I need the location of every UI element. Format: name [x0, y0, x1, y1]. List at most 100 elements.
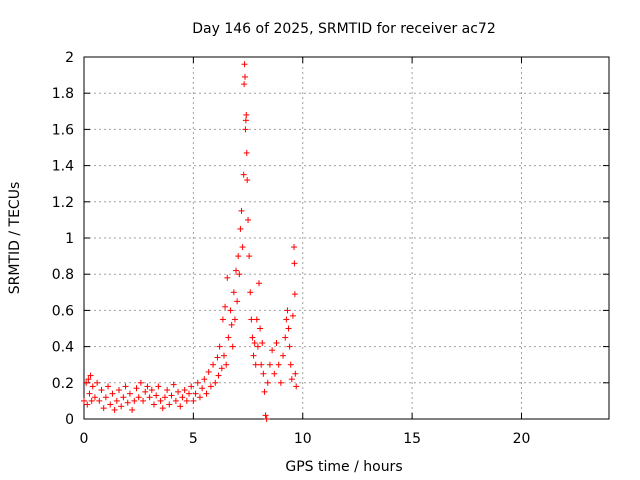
data-point — [261, 388, 268, 395]
x-tick-label: 10 — [294, 431, 312, 447]
data-point — [293, 383, 300, 390]
data-point — [186, 390, 192, 397]
data-point — [228, 321, 235, 328]
data-point — [292, 370, 299, 377]
data-point — [262, 412, 269, 419]
data-point — [179, 394, 186, 401]
data-point — [159, 405, 166, 412]
data-point — [291, 260, 298, 267]
data-point — [225, 334, 232, 341]
data-point — [253, 316, 260, 323]
x-tick-label: 5 — [189, 431, 198, 447]
data-point — [175, 388, 182, 395]
data-point — [249, 334, 256, 341]
data-point — [256, 280, 262, 287]
data-point — [222, 303, 229, 310]
data-point — [248, 316, 255, 323]
data-point — [196, 394, 203, 401]
data-point — [252, 361, 259, 368]
data-point — [168, 392, 175, 399]
data-point — [219, 316, 226, 323]
y-tick-label: 0.2 — [52, 376, 74, 392]
y-axis-ticks: 0 0.2 0.4 0.6 0.8 1 1.2 1.4 1.6 1.8 2 — [52, 50, 609, 428]
data-point — [146, 394, 153, 401]
data-point — [109, 390, 116, 397]
data-point — [153, 392, 160, 399]
data-point — [201, 376, 208, 383]
data-point — [237, 225, 244, 232]
data-point — [277, 379, 284, 386]
data-point — [215, 372, 222, 379]
data-point — [87, 372, 94, 379]
data-point — [212, 379, 219, 386]
data-point — [183, 397, 190, 404]
data-point — [271, 370, 278, 377]
data-point — [243, 149, 250, 156]
data-point — [275, 361, 282, 368]
data-point — [157, 397, 164, 404]
data-point — [238, 207, 245, 214]
data-point — [131, 397, 138, 404]
data-point — [259, 339, 266, 346]
data-point — [205, 368, 212, 375]
x-tick-label: 20 — [513, 431, 531, 447]
data-point — [102, 394, 109, 401]
y-tick-label: 0.8 — [52, 267, 74, 283]
data-point — [166, 401, 173, 408]
data-point — [207, 383, 214, 390]
data-point — [234, 298, 241, 305]
data-point — [144, 383, 151, 390]
data-point — [266, 361, 273, 368]
data-point — [282, 334, 289, 341]
data-point — [113, 397, 120, 404]
data-point — [246, 253, 253, 260]
data-point — [250, 352, 257, 359]
data-point — [264, 379, 271, 386]
y-tick-label: 1.2 — [52, 195, 74, 211]
data-point — [161, 394, 168, 401]
data-point — [236, 271, 243, 278]
data-point — [242, 126, 249, 133]
data-points — [81, 61, 300, 422]
data-point — [170, 381, 177, 388]
data-point — [223, 361, 230, 368]
data-point — [218, 365, 225, 372]
y-tick-label: 1 — [65, 231, 74, 247]
data-point — [285, 325, 292, 332]
data-point — [243, 111, 250, 118]
data-point — [288, 376, 295, 383]
x-axis-label: GPS time / hours — [285, 459, 402, 475]
data-point — [241, 81, 248, 88]
data-point — [126, 390, 133, 397]
data-point — [286, 343, 293, 350]
data-point — [137, 379, 144, 386]
data-point — [85, 376, 92, 383]
data-point — [140, 397, 147, 404]
data-point — [135, 394, 142, 401]
data-point — [291, 291, 298, 298]
data-point — [233, 267, 240, 274]
data-point — [245, 216, 252, 223]
data-point — [81, 397, 87, 404]
data-point — [258, 361, 265, 368]
data-point — [230, 289, 237, 296]
data-point — [231, 316, 238, 323]
data-point — [89, 383, 96, 390]
data-point — [273, 339, 280, 346]
data-point — [242, 73, 248, 80]
data-point — [129, 406, 136, 413]
data-point — [241, 61, 248, 68]
data-point — [199, 385, 206, 392]
data-point — [88, 397, 95, 404]
data-point — [244, 177, 251, 184]
data-point — [289, 312, 296, 319]
data-point — [203, 390, 210, 397]
data-point — [287, 361, 294, 368]
data-point — [263, 416, 270, 422]
data-point — [177, 403, 184, 410]
data-point — [91, 394, 98, 401]
x-axis-ticks: 0 5 10 15 20 — [80, 57, 531, 447]
data-point — [247, 289, 254, 296]
data-point — [151, 401, 157, 408]
